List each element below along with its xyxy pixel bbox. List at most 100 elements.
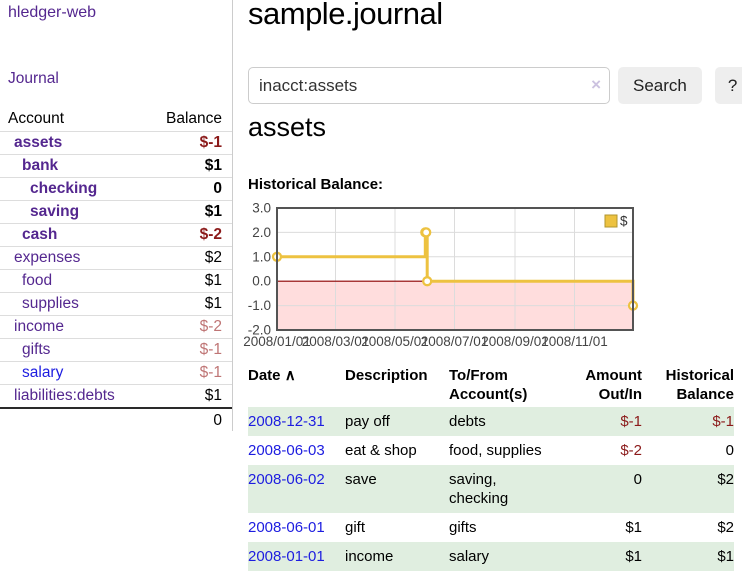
transaction-accounts-cell: debts [449, 413, 486, 430]
transaction-amount-cell: $1 [625, 519, 642, 536]
account-balance: $-1 [199, 341, 222, 358]
svg-text:$: $ [620, 214, 628, 229]
svg-text:-1.0: -1.0 [248, 298, 271, 313]
search-box: × [248, 67, 610, 104]
account-row: income $-2 [0, 315, 232, 338]
svg-text:2008/09/01: 2008/09/01 [481, 334, 549, 349]
account-balance: $1 [204, 157, 222, 174]
transaction-amount-cell: $-1 [620, 413, 642, 430]
account-link[interactable]: gifts [22, 341, 51, 358]
svg-text:2008/03/01: 2008/03/01 [302, 334, 370, 349]
transaction-description-cell: pay off [345, 413, 390, 430]
transaction-date-link[interactable]: 2008-12-31 [248, 413, 325, 430]
total-balance: 0 [213, 412, 222, 429]
svg-text:2008/11/01: 2008/11/01 [541, 334, 608, 349]
account-link[interactable]: cash [22, 226, 58, 243]
account-link[interactable]: bank [22, 157, 59, 174]
svg-text:2008/05/01: 2008/05/01 [361, 334, 429, 349]
chart-title: Historical Balance: [248, 176, 384, 193]
sidebar-item-journal[interactable]: Journal [8, 70, 59, 87]
search-button[interactable]: Search [618, 67, 702, 104]
account-link[interactable]: checking [30, 180, 98, 197]
sort-asc-icon: ∧ [284, 367, 296, 384]
account-balance: $-1 [199, 364, 222, 381]
clear-search-icon[interactable]: × [591, 75, 601, 94]
transaction-description-cell: income [345, 548, 394, 565]
transaction-description-cell: eat & shop [345, 442, 417, 459]
transaction-description-cell: gift [345, 519, 366, 536]
transaction-date-cell: 2008-06-03 [248, 436, 345, 465]
account-row: gifts $-1 [0, 338, 232, 361]
account-balance: $1 [204, 272, 222, 289]
register-row: 2008-12-31 pay off debts $-1 $-1 [248, 407, 734, 436]
balance-column-header: Balance [165, 110, 222, 127]
main-content: sample.journal × Search ? assets Histori… [243, 0, 742, 582]
historical-balance-column-header: Historical Balance [665, 367, 734, 403]
account-row: bank $1 [0, 154, 232, 177]
account-balance: $1 [204, 203, 222, 220]
description-column-header: Description [345, 367, 428, 384]
transaction-amount-cell: 0 [633, 471, 642, 488]
account-rows: assets $-1 bank $1 checking 0 saving $1 cash $-2 e… [0, 131, 232, 407]
account-link[interactable]: liabilities:debts [14, 387, 115, 404]
account-row: salary $-1 [0, 361, 232, 384]
register-header: Date ∧ Description To/From Account(s) Am… [248, 362, 734, 407]
account-link[interactable]: expenses [14, 249, 81, 266]
transaction-date-cell: 2008-01-01 [248, 542, 345, 571]
accounts-column-header: To/From Account(s) [449, 367, 528, 403]
account-link[interactable]: income [14, 318, 64, 335]
account-link[interactable]: supplies [22, 295, 79, 312]
register-row: 2008-01-01 income salary $1 $1 [248, 542, 734, 571]
account-title: assets [248, 112, 327, 142]
date-header-label: Date [248, 367, 281, 384]
svg-text:-2.0: -2.0 [248, 323, 271, 338]
transaction-accounts-cell: salary [449, 548, 490, 565]
transaction-balance-cell: 0 [725, 442, 734, 459]
date-column-header[interactable]: Date ∧ [248, 362, 345, 407]
account-link[interactable]: saving [30, 203, 80, 220]
app-title-link[interactable]: hledger-web [8, 4, 97, 21]
account-balance: 0 [213, 180, 222, 197]
account-tree-header: Account Balance [0, 106, 232, 131]
account-link[interactable]: assets [14, 134, 63, 151]
account-balance: $-1 [199, 134, 222, 151]
search-form: × Search ? [248, 67, 742, 104]
register-row: 2008-06-01 gift gifts $1 $2 [248, 513, 734, 542]
svg-text:1.0: 1.0 [252, 249, 271, 264]
transaction-balance-cell: $2 [717, 471, 734, 488]
sidebar: hledger-web Journal Account Balance asse… [0, 0, 233, 431]
account-row: saving $1 [0, 200, 232, 223]
svg-text:3.0: 3.0 [252, 201, 271, 216]
search-input[interactable] [248, 67, 610, 104]
account-tree-total-row: 0 [0, 407, 232, 433]
transaction-date-link[interactable]: 2008-01-01 [248, 548, 325, 565]
transaction-accounts-cell: gifts [449, 519, 477, 536]
transaction-date-cell: 2008-06-01 [248, 513, 345, 542]
svg-text:2008/01/01: 2008/01/01 [243, 334, 311, 349]
account-column-header: Account [8, 110, 65, 127]
register-body: 2008-12-31 pay off debts $-1 $-1 2008-06-03 ea… [248, 407, 734, 571]
account-link[interactable]: salary [22, 364, 64, 381]
transaction-date-link[interactable]: 2008-06-01 [248, 519, 325, 536]
account-row: checking 0 [0, 177, 232, 200]
amount-column-header: Amount Out/In [585, 367, 642, 403]
transaction-date-cell: 2008-06-02 [248, 465, 345, 513]
account-balance: $1 [204, 295, 222, 312]
register-row: 2008-06-03 eat & shop food, supplies $-2 0 [248, 436, 734, 465]
transaction-accounts-cell: saving, checking [449, 471, 509, 507]
help-button[interactable]: ? [714, 67, 742, 104]
transaction-amount-cell: $1 [625, 548, 642, 565]
account-link[interactable]: food [22, 272, 53, 289]
transaction-amount-cell: $-2 [620, 442, 642, 459]
account-row: food $1 [0, 269, 232, 292]
account-row: supplies $1 [0, 292, 232, 315]
account-balance: $1 [204, 387, 222, 404]
transaction-date-link[interactable]: 2008-06-03 [248, 442, 325, 459]
register-table: Date ∧ Description To/From Account(s) Am… [248, 362, 734, 571]
svg-text:0.0: 0.0 [252, 274, 271, 289]
account-balance: $2 [204, 249, 222, 266]
svg-text:2008/07/01: 2008/07/01 [421, 334, 489, 349]
transaction-date-cell: 2008-12-31 [248, 407, 345, 436]
account-balance: $-2 [199, 226, 222, 243]
transaction-date-link[interactable]: 2008-06-02 [248, 471, 325, 488]
